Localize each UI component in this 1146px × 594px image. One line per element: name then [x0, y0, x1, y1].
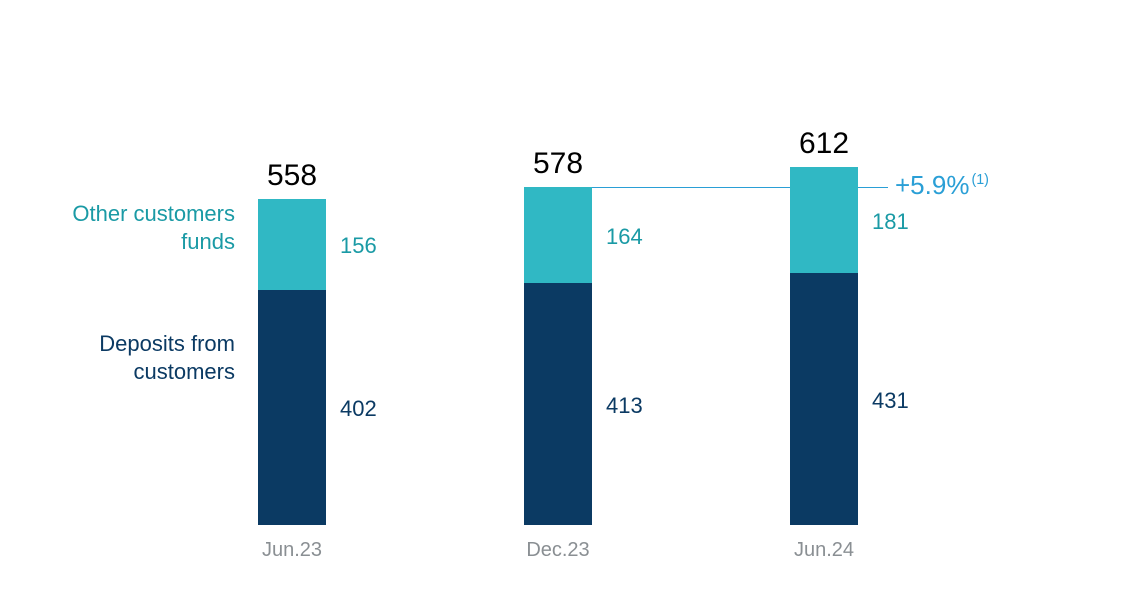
x-axis-label: Jun.23	[232, 539, 352, 562]
bar-segment-deposits	[258, 290, 326, 525]
bar-total-label: 578	[518, 147, 598, 181]
legend-label: Other customers funds	[0, 200, 235, 255]
x-axis-label: Jun.24	[764, 539, 884, 562]
bar-segment-other	[524, 187, 592, 283]
bar-value-label: 413	[606, 393, 643, 419]
growth-annotation-value: +5.9%	[895, 170, 969, 200]
bar-total-label: 612	[784, 127, 864, 161]
bar-segment-other	[258, 199, 326, 290]
bar-segment-other	[790, 167, 858, 273]
bar-value-label: 402	[340, 396, 377, 422]
bar-total-label: 558	[252, 159, 332, 193]
bar-value-label: 181	[872, 209, 909, 235]
bar-value-label: 431	[872, 388, 909, 414]
bar-segment-deposits	[524, 283, 592, 525]
x-axis-label: Dec.23	[498, 539, 618, 562]
growth-annotation-footnote: (1)	[971, 172, 988, 188]
bar-segment-deposits	[790, 273, 858, 525]
bar-value-label: 164	[606, 224, 643, 250]
growth-annotation: +5.9%(1)	[895, 170, 989, 201]
customer-funds-stacked-bar-chart: Other customers funds Deposits from custo…	[0, 0, 1146, 594]
bar-value-label: 156	[340, 233, 377, 259]
legend-label: Deposits from customers	[0, 330, 235, 385]
